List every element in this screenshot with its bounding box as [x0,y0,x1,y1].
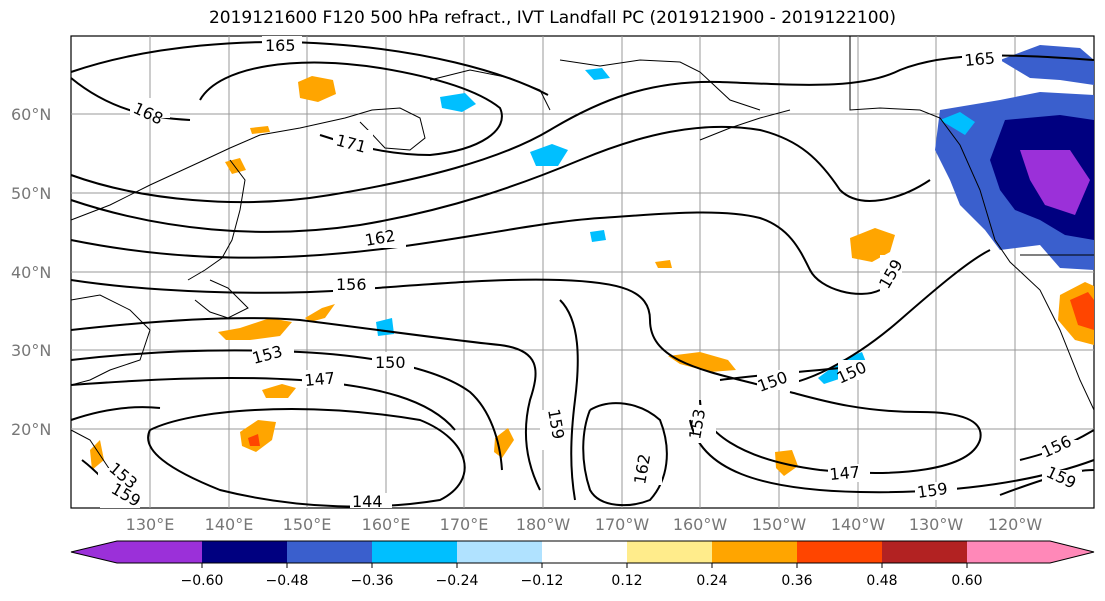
colorbar-tick-label: 0.24 [696,573,727,589]
coastlines [70,36,1095,501]
contour-label: 147 [304,368,336,390]
colorbar-segment [627,541,712,563]
lon-label: 170°E [440,515,489,534]
lon-label: 140°W [831,515,886,534]
lon-label: 130°W [909,515,964,534]
contour-label: 165 [265,36,296,55]
lat-label: 30°N [11,341,51,360]
colorbar: −0.60 −0.48 −0.36 −0.24 −0.12 0.12 0.24 … [70,540,1095,589]
lon-label: 150°E [283,515,332,534]
lat-label: 20°N [11,420,51,439]
colorbar-segment [542,541,627,563]
colorbar-segment [882,541,967,563]
contour-label: 156 [336,275,367,294]
colorbar-tick-label: 0.12 [611,573,642,589]
lon-label: 170°W [595,515,650,534]
shaded-fields [90,45,1094,476]
colorbar-tick-label: 0.36 [781,573,812,589]
colorbar-tick-label: −0.60 [181,573,224,589]
colorbar-tick-label: −0.36 [351,573,394,589]
map-title: 2019121600 F120 500 hPa refract., IVT La… [208,8,896,28]
lon-label: 130°E [126,515,175,534]
latitude-labels: 60°N 50°N 40°N 30°N 20°N [11,105,51,439]
contour-label: 165 [964,48,996,70]
lon-label: 180°W [516,515,571,534]
lon-label: 150°W [752,515,807,534]
colorbar-segment [712,541,797,563]
colorbar-segment [117,541,202,563]
colorbar-extend-low [71,541,117,563]
colorbar-tick-label: −0.24 [436,573,479,589]
contour-label: 150 [375,353,406,372]
colorbar-tick-label: −0.12 [521,573,564,589]
longitude-labels: 130°E 140°E 150°E 160°E 170°E 180°W 170°… [126,515,1043,534]
colorbar-segment [967,541,1050,563]
colorbar-ticks [201,563,968,568]
contour-label: 147 [829,462,861,484]
colorbar-tick-label: −0.48 [266,573,309,589]
lon-label: 120°W [988,515,1043,534]
lat-label: 40°N [11,263,51,282]
colorbar-tick-label: 0.60 [951,573,982,589]
colorbar-extend-high [1050,541,1094,563]
lat-label: 60°N [11,105,51,124]
contour-label: 159 [916,479,949,502]
colorbar-tick-label: 0.48 [866,573,897,589]
colorbar-segment [457,541,542,563]
colorbar-segment [372,541,457,563]
colorbar-segment [202,541,287,563]
colorbar-segment [287,541,372,563]
colorbar-outline [70,540,1095,564]
lat-label: 50°N [11,184,51,203]
lon-label: 160°E [362,515,411,534]
colorbar-segment [797,541,882,563]
lon-label: 140°E [205,515,254,534]
contour-label: 144 [352,492,383,511]
colorbar-tick-labels: −0.60 −0.48 −0.36 −0.24 −0.12 0.12 0.24 … [181,573,983,589]
lon-label: 160°W [673,515,728,534]
